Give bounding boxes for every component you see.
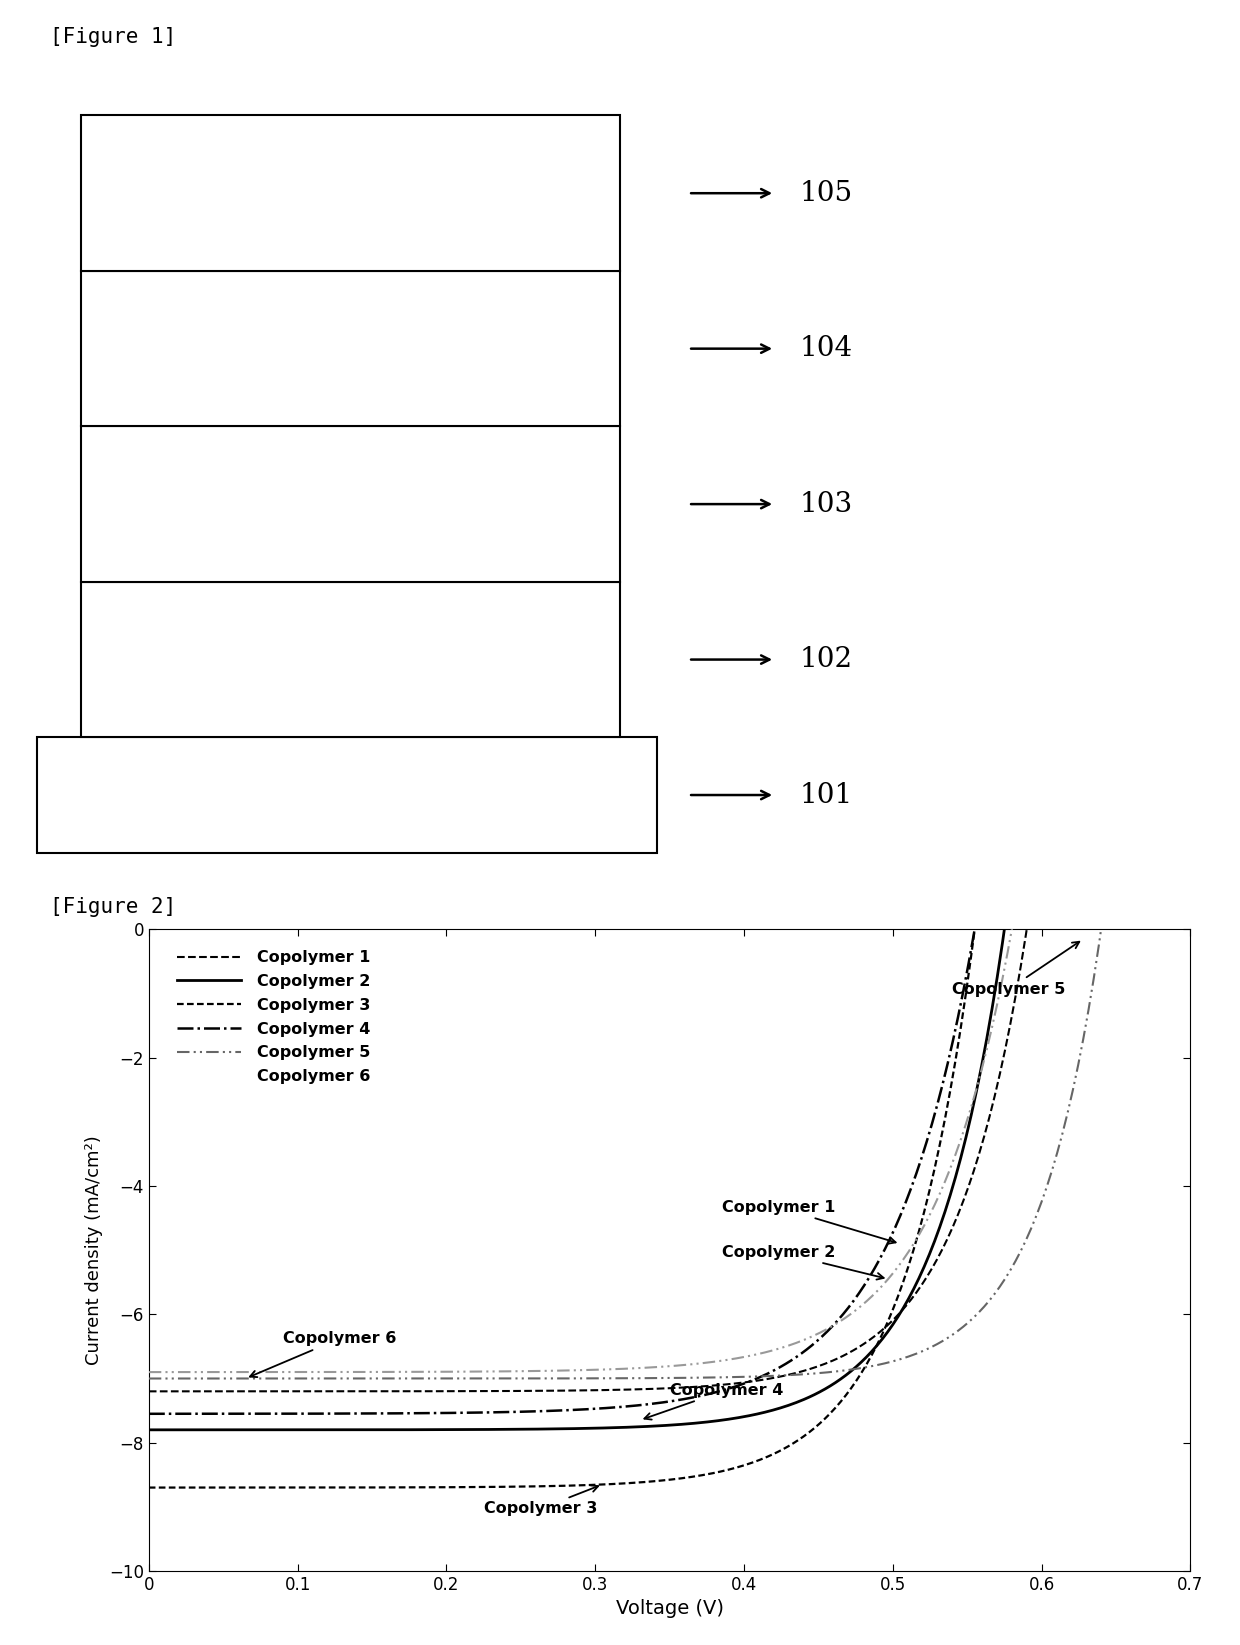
Text: Copolymer 2: Copolymer 2	[722, 1245, 884, 1280]
Text: 105: 105	[800, 179, 853, 207]
Text: Copolymer 4: Copolymer 4	[645, 1382, 782, 1420]
Text: 103: 103	[800, 490, 853, 518]
X-axis label: Voltage (V): Voltage (V)	[615, 1599, 724, 1619]
Bar	[81, 115, 620, 271]
Text: [Figure 1]: [Figure 1]	[50, 26, 176, 46]
Y-axis label: Current density (mA/cm²): Current density (mA/cm²)	[86, 1135, 103, 1365]
Legend: Copolymer 1, Copolymer 2, Copolymer 3, Copolymer 4, Copolymer 5, Copolymer 6: Copolymer 1, Copolymer 2, Copolymer 3, C…	[167, 941, 379, 1094]
Bar	[81, 426, 620, 582]
Text: 104: 104	[800, 336, 853, 362]
Text: Copolymer 3: Copolymer 3	[484, 1485, 598, 1517]
Text: Copolymer 5: Copolymer 5	[952, 941, 1079, 997]
Text: 101: 101	[800, 781, 853, 809]
Bar	[81, 271, 620, 426]
Text: Copolymer 1: Copolymer 1	[722, 1199, 895, 1244]
Text: Copolymer 6: Copolymer 6	[250, 1331, 396, 1377]
Text: 102: 102	[800, 646, 853, 673]
Text: [Figure 2]: [Figure 2]	[50, 897, 176, 916]
Bar	[81, 582, 620, 737]
Bar	[37, 737, 657, 852]
